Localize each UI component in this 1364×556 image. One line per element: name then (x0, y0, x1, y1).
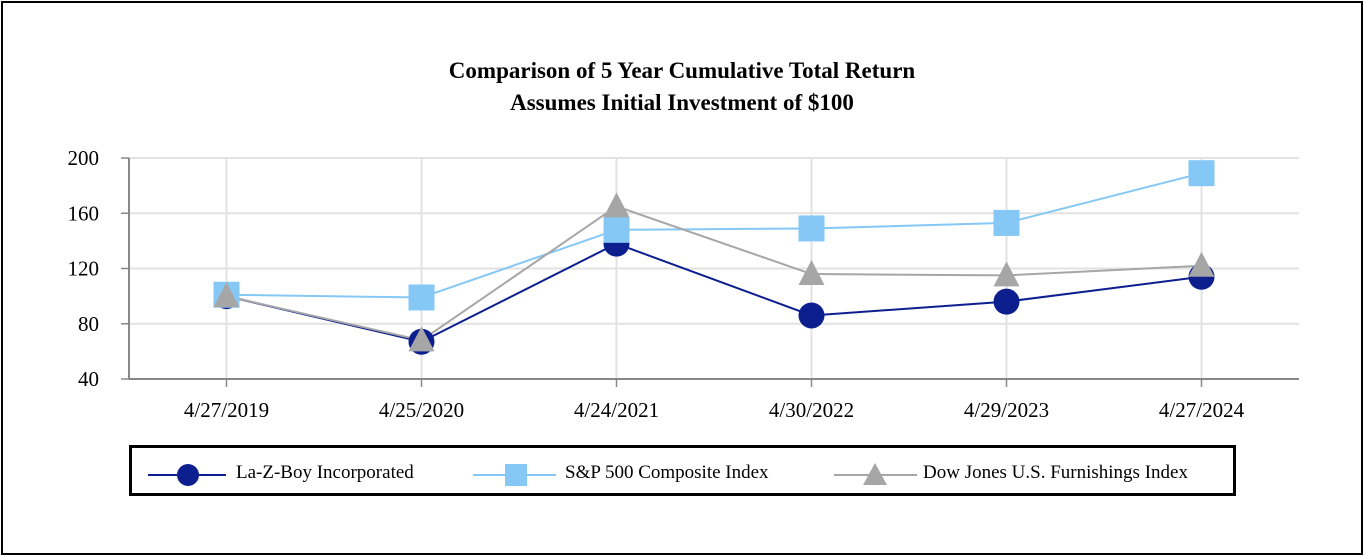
chart-title: Comparison of 5 Year Cumulative Total Re… (448, 58, 916, 83)
x-tick-label: 4/25/2020 (379, 398, 464, 422)
x-tick-label: 4/30/2022 (769, 398, 854, 422)
legend-label: La-Z-Boy Incorporated (236, 462, 414, 483)
y-tick-label: 200 (68, 146, 100, 170)
series-line-0 (226, 242, 1202, 343)
data-point-triangle (213, 282, 240, 308)
legend-swatch-square (473, 464, 556, 486)
y-tick-label: 40 (78, 367, 99, 391)
data-point-triangle (408, 326, 435, 352)
chart-legend: La-Z-Boy Incorporated S&P 500 Composite … (129, 445, 1236, 496)
series-line-1 (226, 172, 1202, 299)
data-point-square (993, 209, 1020, 236)
series-line-2 (226, 205, 1202, 342)
legend-swatch-circle (148, 464, 226, 486)
data-point-square (603, 216, 630, 243)
legend-label: S&P 500 Composite Index (565, 462, 769, 483)
x-tick-label: 4/29/2023 (964, 398, 1049, 422)
data-point-square (798, 215, 825, 242)
data-point-circle (993, 288, 1020, 315)
x-tick-label: 4/24/2021 (574, 398, 659, 422)
data-point-circle (798, 302, 825, 329)
y-tick-label: 120 (68, 257, 100, 281)
chart-subtitle: Assumes Initial Investment of $100 (510, 90, 854, 115)
y-tick-label: 80 (78, 312, 99, 336)
y-tick-label: 160 (68, 201, 100, 225)
data-point-square (408, 284, 435, 311)
legend-swatch-triangle (834, 463, 917, 485)
data-point-triangle (603, 192, 630, 218)
data-point-triangle (1188, 251, 1215, 277)
legend-label: Dow Jones U.S. Furnishings Index (923, 462, 1188, 483)
data-point-triangle (798, 260, 825, 286)
x-tick-label: 4/27/2019 (184, 398, 269, 422)
x-tick-label: 4/27/2024 (1159, 398, 1245, 422)
data-point-triangle (993, 261, 1020, 287)
data-point-square (1188, 160, 1215, 187)
